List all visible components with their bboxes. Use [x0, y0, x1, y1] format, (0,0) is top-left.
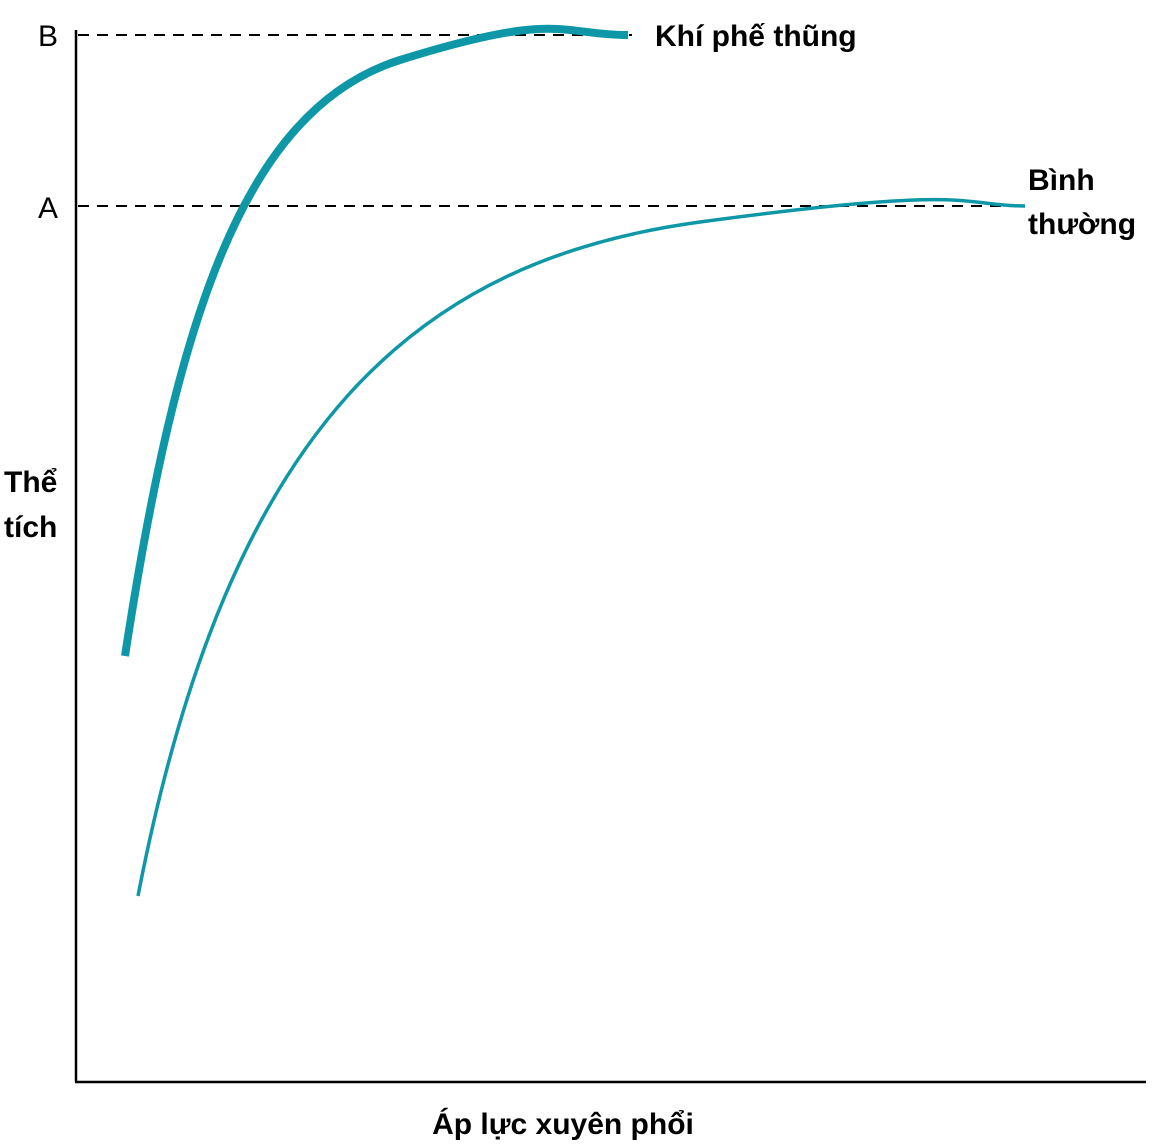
- series-line-emphysema: [121, 24, 629, 657]
- y-tick-label-b: B: [38, 20, 58, 53]
- y-axis-label-line1: Thể: [4, 466, 57, 499]
- y-axis-label-line2: tích: [4, 511, 57, 544]
- series-line-normal: [136, 197, 1026, 897]
- x-axis-label: Áp lực xuyên phổi: [432, 1107, 694, 1141]
- series-label-normal-line2: thường: [1028, 208, 1136, 241]
- series-label-normal-line1: Bình: [1028, 164, 1095, 197]
- series-label-emphysema: Khí phế thũng: [655, 20, 857, 53]
- y-tick-label-a: A: [38, 192, 58, 225]
